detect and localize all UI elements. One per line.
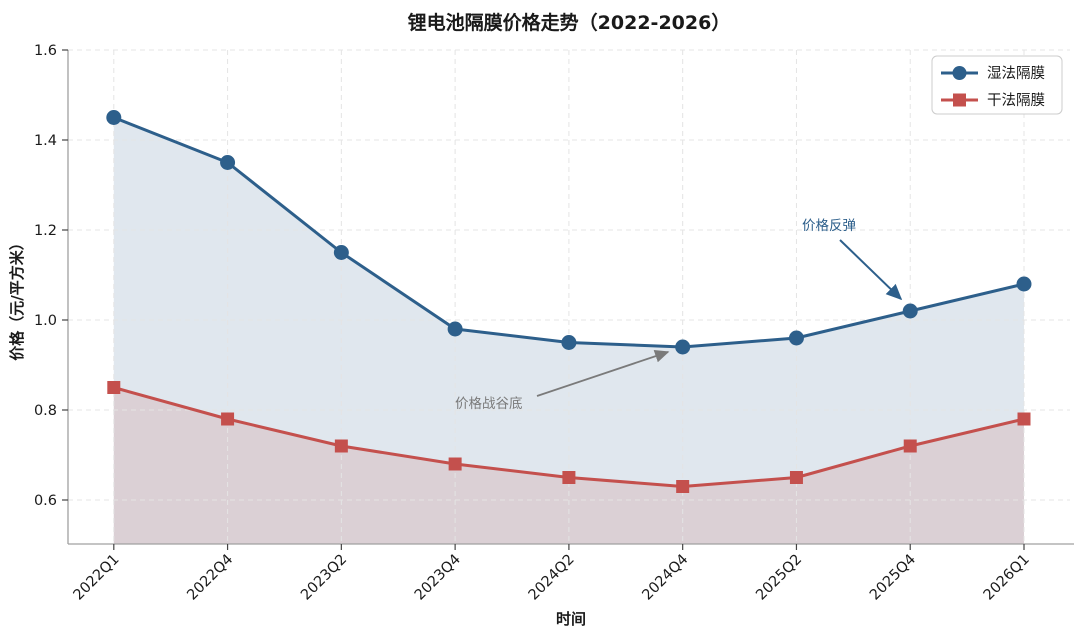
data-point [788,330,804,346]
y-tick-label: 1.2 [34,223,57,239]
data-point [447,321,463,337]
legend-marker-square [953,93,966,107]
annotations: 价格战谷底 价格反弹 [455,218,903,412]
x-tick-label: 2025Q4 [867,552,919,604]
data-point [676,480,690,493]
x-tick-label: 2024Q4 [639,552,691,604]
x-tick-label: 2022Q4 [184,552,236,604]
data-point [675,339,691,355]
legend-label: 湿法隔膜 [987,65,1045,82]
annotation-label-rebound: 价格反弹 [802,218,856,234]
data-point [562,471,576,484]
legend-marker-circle [952,66,967,80]
x-tick-label: 2023Q4 [412,552,464,604]
data-point [334,439,348,453]
data-point [789,471,803,484]
x-tick-label: 2025Q2 [753,552,805,604]
x-axis-title: 时间 [556,610,586,628]
annotation-label-trough: 价格战谷底 [455,396,523,412]
data-point [561,335,577,350]
data-point [220,155,236,170]
y-tick-label: 0.6 [34,493,57,509]
data-point [221,412,235,426]
annotation-arrow-rebound [839,239,903,301]
x-tick-label: 2022Q1 [71,552,123,604]
data-point [902,303,918,319]
series-markers [106,110,1032,493]
y-tick-label: 1.6 [34,43,57,59]
chart-title: 锂电池隔膜价格走势（2022-2026） [408,11,731,34]
data-point [333,245,349,260]
data-point [903,439,917,453]
data-point [107,381,121,394]
data-point [1017,412,1031,426]
y-axis-title: 价格（元/平方米） [8,235,26,360]
y-tick-label: 0.8 [34,403,57,419]
y-tick-label: 1.0 [34,313,57,329]
x-tick-label: 2026Q1 [981,552,1033,604]
data-point [448,457,462,471]
legend-label: 干法隔膜 [987,92,1045,109]
data-point [106,110,122,125]
data-point [1016,276,1032,292]
y-tick-label: 1.4 [34,133,57,149]
x-tick-label: 2023Q2 [298,552,350,604]
gridlines [68,49,1070,544]
annotation-arrow-trough [536,349,670,397]
x-tick-label: 2024Q2 [526,552,578,604]
